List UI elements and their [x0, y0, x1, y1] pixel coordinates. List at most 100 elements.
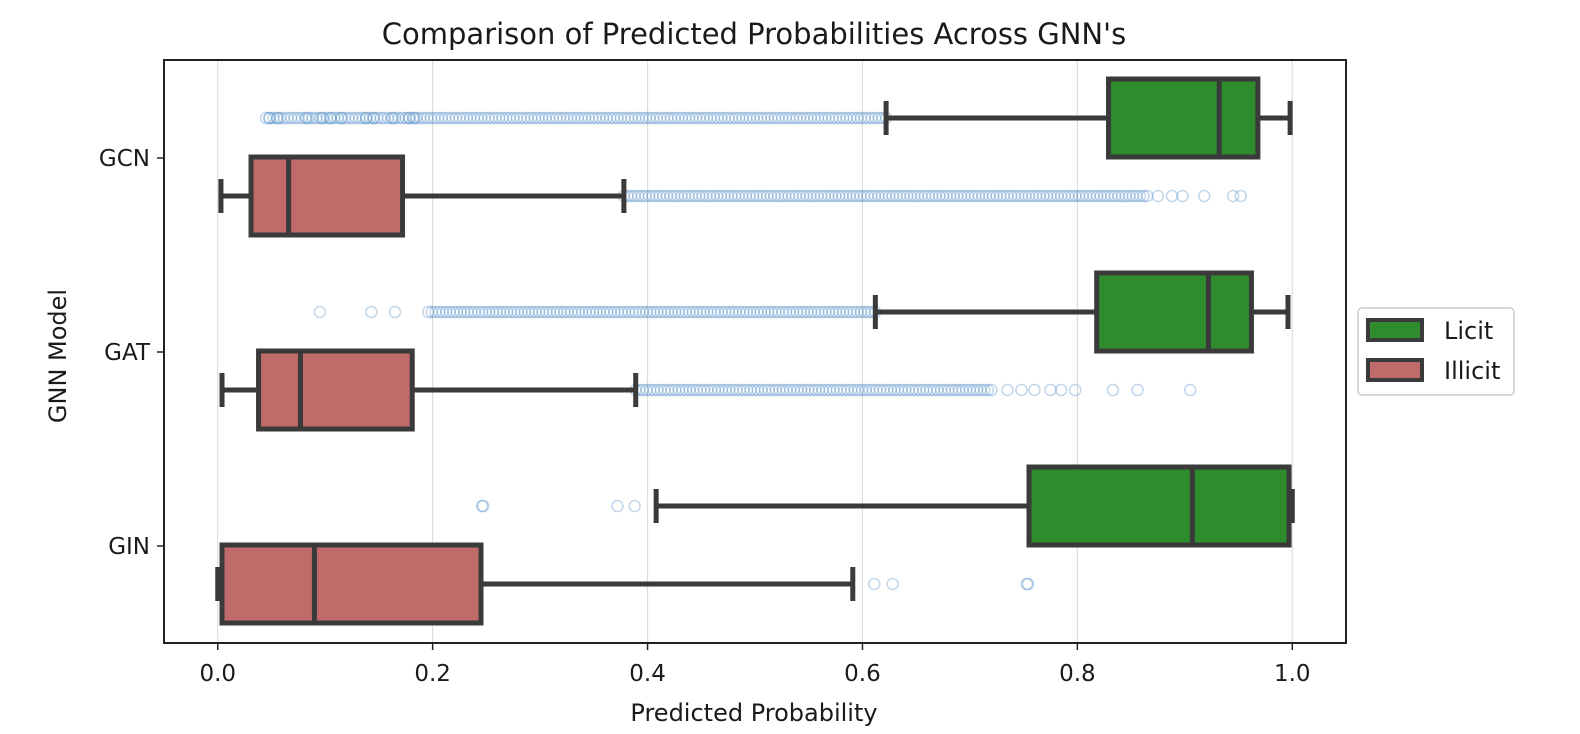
outlier-point [664, 111, 678, 125]
outlier-point [1022, 189, 1036, 203]
outlier-point [959, 383, 973, 397]
outlier-point [266, 111, 280, 125]
outlier-point [572, 305, 585, 319]
outlier-point [728, 189, 742, 203]
outlier-point [521, 111, 535, 125]
outlier-point [739, 189, 753, 203]
outlier-point [848, 383, 862, 397]
outlier-point [818, 305, 832, 319]
outlier-point [895, 383, 908, 397]
outlier-point [643, 111, 656, 125]
outlier-point [791, 383, 804, 397]
outlier-point [388, 305, 402, 319]
outlier-point [704, 305, 718, 319]
outlier-point [408, 111, 421, 125]
y-tick-label: GCN [99, 146, 150, 172]
outlier-point [374, 111, 388, 125]
outlier-point [422, 305, 435, 319]
outlier-point [567, 111, 581, 125]
outlier-point [647, 383, 660, 397]
outlier-point [880, 383, 894, 397]
outlier-point [972, 189, 986, 203]
outlier-point [1001, 189, 1014, 203]
outlier-point [536, 305, 550, 319]
outlier-point [925, 189, 939, 203]
outlier-point [618, 111, 631, 125]
outlier-point [590, 305, 603, 319]
outlier-point [693, 305, 707, 319]
outlier-point [359, 111, 373, 125]
outlier-point [779, 305, 793, 319]
outlier-point [877, 383, 890, 397]
outlier-point [834, 383, 847, 397]
x-axis-ticks: 0.0 0.2 0.4 0.6 0.8 1.0 [199, 643, 1311, 687]
outlier-point [844, 305, 857, 319]
outlier-point [800, 111, 814, 125]
outlier-point [1165, 189, 1179, 203]
outlier-point [851, 305, 864, 319]
outlier-point [402, 111, 416, 125]
outlier-point [740, 383, 754, 397]
outlier-point [886, 189, 900, 203]
outlier-point [1108, 189, 1122, 203]
outlier-point [611, 305, 625, 319]
outlier-point [735, 189, 749, 203]
outlier-point [1008, 189, 1021, 203]
outlier-point [639, 189, 652, 203]
outlier-point [822, 305, 836, 319]
outlier-point [747, 305, 761, 319]
outlier-point [365, 305, 378, 319]
outlier-point [335, 111, 348, 125]
outlier-point [743, 189, 756, 203]
outlier-point [822, 111, 836, 125]
outlier-point [1011, 189, 1025, 203]
outlier-point [489, 305, 503, 319]
outlier-point [646, 189, 659, 203]
y-tick-label: GIN [108, 534, 150, 560]
outlier-point [797, 305, 811, 319]
outlier-point [281, 111, 294, 125]
legend-swatch-illicit [1366, 358, 1424, 382]
outlier-point [345, 111, 359, 125]
outlier-point [886, 577, 899, 591]
outlier-point [385, 111, 398, 125]
box-licit-gcn [1106, 76, 1261, 160]
outlier-point [277, 111, 291, 125]
outlier-point [829, 305, 843, 319]
outlier-point [801, 383, 815, 397]
outlier-point [954, 189, 968, 203]
outlier-point [794, 383, 808, 397]
outlier-point [557, 111, 570, 125]
outlier-point [317, 111, 330, 125]
outlier-point [413, 111, 427, 125]
outlier-point [665, 305, 678, 319]
outlier-point [732, 111, 746, 125]
outlier-point [450, 305, 464, 319]
outlier-point [585, 111, 599, 125]
outlier-point [550, 305, 564, 319]
outlier-point [743, 111, 757, 125]
outlier-point [657, 111, 671, 125]
outlier-point [675, 111, 689, 125]
outlier-point [1234, 189, 1247, 203]
outlier-point [776, 305, 789, 319]
outlier-point [1094, 189, 1107, 203]
outlier-point [882, 189, 896, 203]
outlier-point [711, 111, 724, 125]
outlier-point [421, 111, 434, 125]
outlier-point [338, 111, 352, 125]
outlier-point [352, 111, 366, 125]
outlier-point [750, 111, 764, 125]
outlier-point [532, 305, 546, 319]
outlier-point [654, 305, 668, 319]
outlier-point [653, 189, 667, 203]
outlier-point [729, 111, 742, 125]
x-tick-label: 0.2 [414, 661, 451, 687]
outlier-point [1028, 383, 1041, 397]
outlier-point [524, 111, 538, 125]
outlier-point [854, 305, 868, 319]
outlier-point [830, 383, 844, 397]
outlier-point [768, 189, 781, 203]
outlier-point [1133, 189, 1147, 203]
outlier-point [628, 111, 642, 125]
